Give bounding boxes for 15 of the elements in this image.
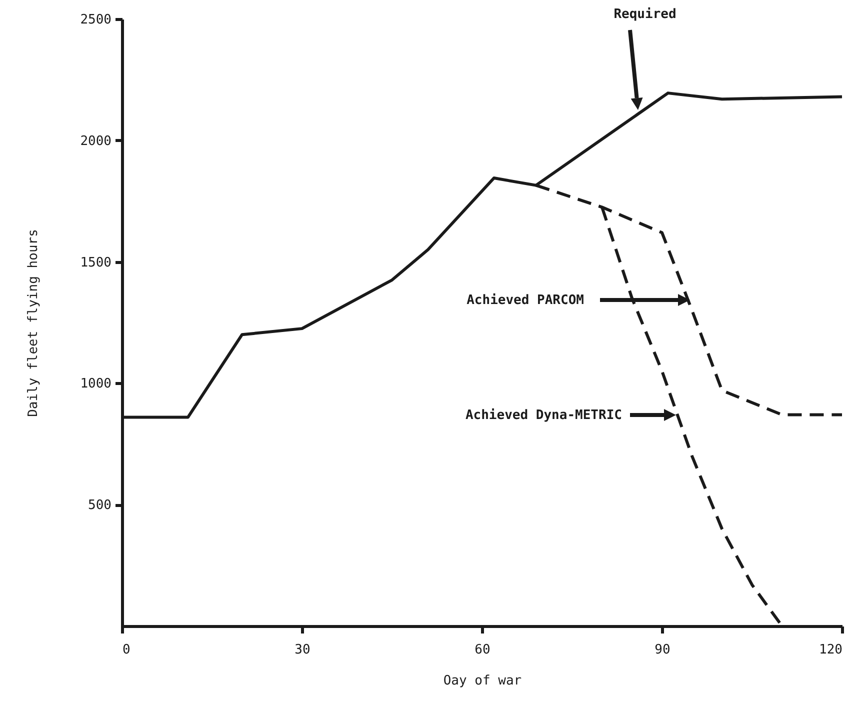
x-tick-label: 90 <box>654 642 670 658</box>
x-tick-label: 0 <box>122 642 130 658</box>
y-tick-label: 2000 <box>80 134 112 149</box>
x-tick-label: 30 <box>294 642 310 658</box>
x-tick-label: 60 <box>474 642 490 658</box>
y-tick-label: 1000 <box>80 376 112 392</box>
annotation: Achieved Dyna-METRIC <box>465 408 622 423</box>
y-tick-label: 2500 <box>80 12 112 28</box>
x-tick-label: 120 <box>819 642 842 658</box>
annotation: Required <box>614 7 676 22</box>
y-tick-label: 1500 <box>80 255 112 270</box>
y-axis-title: Daily fleet flying hours <box>26 229 42 417</box>
x-axis-title: Oay of war <box>443 674 522 688</box>
annotation: Achieved PARCOM <box>466 293 584 308</box>
y-tick-label: 500 <box>88 498 112 514</box>
